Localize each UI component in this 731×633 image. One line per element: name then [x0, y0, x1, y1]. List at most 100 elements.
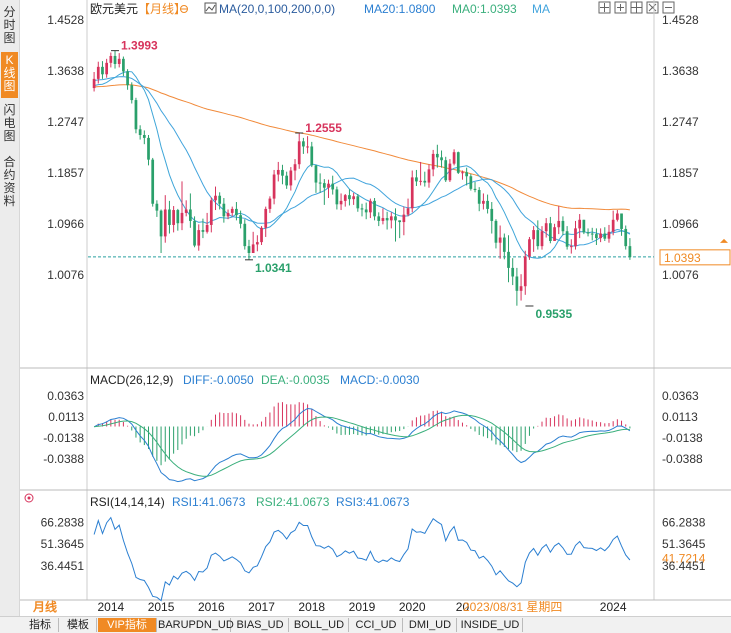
candle-body — [574, 228, 577, 247]
candle-body — [214, 195, 217, 201]
price-tick-left: 1.3638 — [47, 64, 84, 78]
tab-cci[interactable]: CCI_UD — [350, 618, 403, 632]
ma20-value: MA20:1.0800 — [364, 2, 436, 16]
price-tick-right: 1.2747 — [662, 115, 699, 129]
macd-tick-right: -0.0388 — [662, 452, 703, 466]
chart-area[interactable]: 欧元美元 【月线】 MA(20,0,100,200,0,0) MA20:1.08… — [20, 0, 731, 616]
candle-body — [276, 169, 280, 175]
crosshair-icon[interactable] — [598, 1, 611, 14]
candle-body — [243, 223, 247, 247]
candle-body — [519, 286, 523, 291]
candle-body — [435, 153, 439, 158]
candle-body — [364, 209, 368, 213]
macd-tick-left: 0.0113 — [48, 410, 84, 424]
tab-inside[interactable]: INSIDE_UD — [458, 618, 523, 632]
high-annotation: 1.3993 — [121, 39, 158, 53]
candle-body — [314, 165, 318, 183]
candle-body — [381, 218, 385, 221]
x-tick-label: 2015 — [148, 600, 175, 614]
x-tick-label: 2014 — [97, 600, 124, 614]
rsi2-value: RSI2:41.0673 — [256, 495, 330, 509]
macd-tick-right: 0.0363 — [662, 389, 699, 403]
rsi-tick-right: 66.2838 — [662, 515, 706, 529]
x-tick-label: 2017 — [248, 600, 275, 614]
candle-body — [490, 208, 494, 221]
candle-body — [624, 228, 628, 247]
candle-body — [197, 230, 201, 246]
candle-body — [469, 176, 473, 189]
candle-body — [293, 164, 297, 171]
tab-vip-indicator[interactable]: VIP指标 — [98, 618, 157, 632]
candle-body — [356, 196, 360, 209]
candle-body — [440, 157, 443, 161]
candle-body — [620, 213, 623, 229]
close-box-icon[interactable] — [646, 1, 659, 14]
candle-body — [603, 233, 607, 239]
candle-body — [142, 135, 146, 138]
minus-box-icon[interactable] — [662, 1, 675, 14]
x-tick-label: 20 — [456, 600, 470, 614]
candle-body — [117, 58, 121, 64]
tab-indicator[interactable]: 指标 — [22, 618, 59, 632]
tab-boll[interactable]: BOLL_UD — [290, 618, 349, 632]
candle-body — [473, 188, 477, 190]
candle-body — [201, 230, 205, 232]
tab-contract-info[interactable]: 合约资料 — [3, 155, 16, 208]
x-tick-label: 2018 — [298, 600, 325, 614]
tab-template[interactable]: 模板 — [60, 618, 97, 632]
macd-macd-value: MACD:-0.0030 — [340, 373, 420, 387]
candle-body — [607, 231, 611, 239]
tab-bias[interactable]: BIAS_UD — [232, 618, 289, 632]
macd-tick-left: -0.0138 — [43, 431, 84, 445]
candle-body — [327, 183, 330, 188]
candle-body — [477, 189, 481, 204]
candle-body — [168, 209, 171, 225]
macd-label: MACD(26,12,9) — [90, 373, 173, 387]
ma100-line — [94, 84, 630, 211]
candle-body — [235, 208, 238, 216]
candle-body — [586, 232, 590, 234]
candle-body — [218, 195, 222, 204]
candle-body — [126, 71, 129, 86]
indicator-tab-bar: 指标 模板 VIP指标 BARUPDN_UD BIAS_UD BOLL_UD C… — [0, 616, 731, 633]
macd-tick-left: 0.0363 — [47, 389, 84, 403]
candle-body — [415, 177, 418, 182]
candle-body — [348, 195, 351, 200]
candle-body — [105, 62, 109, 75]
rsi-tick-left: 66.2838 — [41, 515, 85, 529]
candle-body — [595, 234, 598, 239]
symbol-title: 欧元美元 — [90, 2, 138, 16]
tab-kline[interactable]: K线图 — [1, 52, 18, 98]
candle-body — [155, 203, 159, 211]
candle-body — [134, 100, 138, 130]
period-dropdown-icon[interactable] — [180, 5, 188, 13]
rsi-line — [93, 516, 631, 602]
candle-body — [557, 220, 561, 228]
candle-body — [628, 246, 632, 258]
current-price-label: 1.0393 — [664, 251, 701, 265]
candle-body — [209, 200, 213, 225]
zoom-icon[interactable] — [614, 1, 627, 14]
candle-body — [599, 233, 602, 239]
indicator-settings-icon[interactable] — [204, 2, 217, 14]
tab-barupdn[interactable]: BARUPDN_UD — [158, 618, 234, 632]
tab-flash[interactable]: 闪电图 — [3, 103, 16, 143]
candle-body — [398, 220, 402, 223]
price-tick-right: 1.3638 — [662, 64, 699, 78]
candle-body — [92, 78, 96, 89]
tab-dmi[interactable]: DMI_UD — [404, 618, 457, 632]
candle-body — [101, 66, 104, 75]
candle-body — [222, 203, 226, 217]
candle-body — [205, 224, 209, 232]
candle-body — [482, 200, 485, 204]
candle-body — [343, 195, 347, 201]
candle-body — [502, 237, 506, 252]
rsi-settings-icon[interactable] — [24, 493, 34, 503]
candle-body — [151, 159, 155, 204]
price-tick-left: 1.1857 — [47, 166, 84, 180]
tab-intraday[interactable]: 分时图 — [3, 5, 16, 45]
candle-body — [239, 215, 242, 224]
candle-body — [590, 233, 594, 235]
grid-icon[interactable] — [630, 1, 643, 14]
candle-body — [318, 182, 322, 184]
